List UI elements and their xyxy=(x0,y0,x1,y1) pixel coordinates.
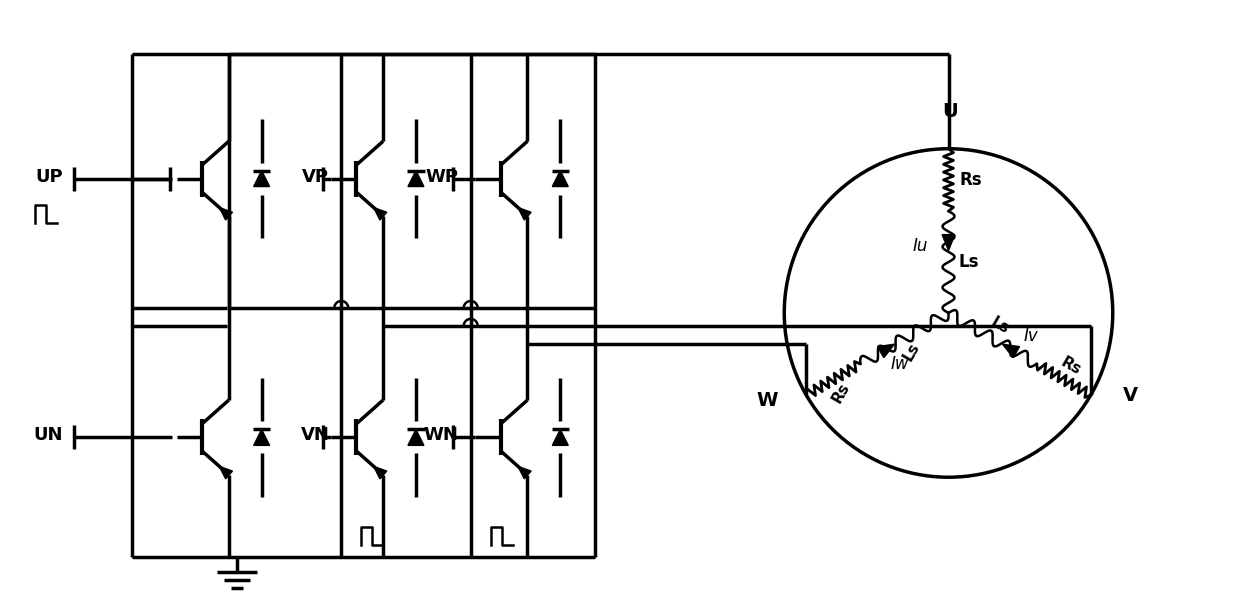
Text: Rs: Rs xyxy=(830,379,852,405)
Text: WN: WN xyxy=(424,427,459,444)
Polygon shape xyxy=(408,430,424,446)
Text: VP: VP xyxy=(303,167,330,186)
Text: V: V xyxy=(1122,386,1138,405)
Text: Iw: Iw xyxy=(890,355,909,373)
Polygon shape xyxy=(254,170,269,186)
Text: Iu: Iu xyxy=(913,237,929,254)
Polygon shape xyxy=(552,170,568,186)
Polygon shape xyxy=(552,430,568,446)
Text: Ls: Ls xyxy=(988,314,1012,337)
Polygon shape xyxy=(408,170,424,186)
Text: UN: UN xyxy=(33,427,62,444)
Polygon shape xyxy=(219,466,232,479)
Text: Ls: Ls xyxy=(900,340,923,363)
Text: VN: VN xyxy=(300,427,330,444)
Polygon shape xyxy=(219,208,232,220)
Polygon shape xyxy=(878,344,894,357)
Text: Rs: Rs xyxy=(959,171,982,189)
Polygon shape xyxy=(373,466,387,479)
Text: Ls: Ls xyxy=(959,253,978,271)
Text: W: W xyxy=(756,390,779,409)
Text: UP: UP xyxy=(35,167,62,186)
Polygon shape xyxy=(254,430,269,446)
Polygon shape xyxy=(942,235,955,251)
Text: Iv: Iv xyxy=(1023,327,1038,345)
Text: U: U xyxy=(942,102,959,121)
Polygon shape xyxy=(373,208,387,220)
Polygon shape xyxy=(518,208,531,220)
Text: Rs: Rs xyxy=(1059,355,1084,378)
Polygon shape xyxy=(518,466,531,479)
Polygon shape xyxy=(1003,344,1019,357)
Text: WP: WP xyxy=(425,167,459,186)
